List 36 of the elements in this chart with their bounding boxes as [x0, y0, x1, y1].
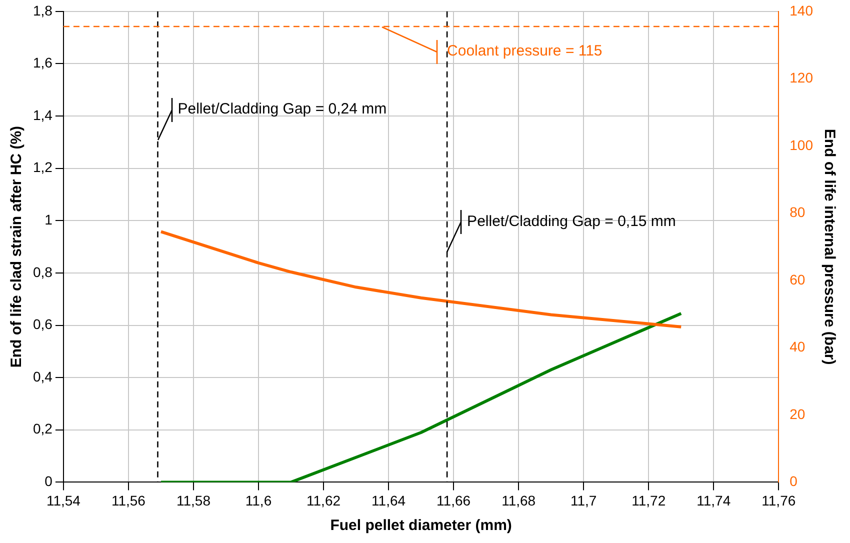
x-tick-label: 11,58 [176, 492, 211, 508]
y-tick-label: 1,6 [32, 54, 53, 71]
y2-tick-label: 60 [790, 271, 806, 288]
y2-tick-label: 20 [790, 406, 806, 422]
y-tick-label: 0,4 [32, 368, 53, 384]
x-tick-label: 11,54 [46, 492, 81, 508]
y2-tick-label: 40 [790, 338, 806, 355]
x-tick-label: 11,7 [570, 492, 597, 508]
y-tick-label: 1 [44, 212, 53, 228]
y-tick-label: 0 [44, 473, 53, 490]
annotation: Pellet/Cladding Gap = 0,24 mm [178, 100, 387, 118]
y2-tick-label: 120 [790, 70, 814, 86]
annotation: Coolant pressure = 115 [447, 42, 602, 60]
y2-tick-label: 80 [790, 204, 806, 220]
y-tick-label: 1,4 [32, 106, 53, 123]
x-tick-label: 11,76 [762, 492, 796, 508]
x-tick-label: 11,68 [502, 492, 536, 508]
x-tick-label: 11,62 [306, 492, 341, 508]
x-tick-label: 11,72 [632, 492, 666, 508]
y-tick-label: 1,2 [32, 159, 53, 176]
x-tick-label: 11,6 [245, 492, 272, 508]
y-axis-title: End of life clad strain after HC (%) [8, 126, 26, 368]
y2-tick-label: 100 [790, 136, 814, 153]
y2-tick-label: 0 [790, 473, 798, 490]
x-tick-label: 11,66 [436, 492, 471, 508]
y-tick-label: 0,2 [32, 420, 53, 437]
y-tick-label: 0,6 [32, 316, 53, 332]
y2-tick-label: 140 [790, 2, 814, 18]
x-axis-title: Fuel pellet diameter (mm) [330, 517, 512, 534]
y-tick-label: 0,8 [32, 264, 53, 280]
y2-axis-title: End of life internal pressure (bar) [820, 128, 838, 365]
y-tick-label: 1,8 [32, 2, 53, 18]
x-tick-label: 11,56 [111, 492, 146, 508]
annotation: Pellet/Cladding Gap = 0,15 mm [467, 213, 676, 230]
x-tick-label: 11,64 [372, 492, 406, 508]
x-tick-label: 11,74 [696, 492, 731, 508]
